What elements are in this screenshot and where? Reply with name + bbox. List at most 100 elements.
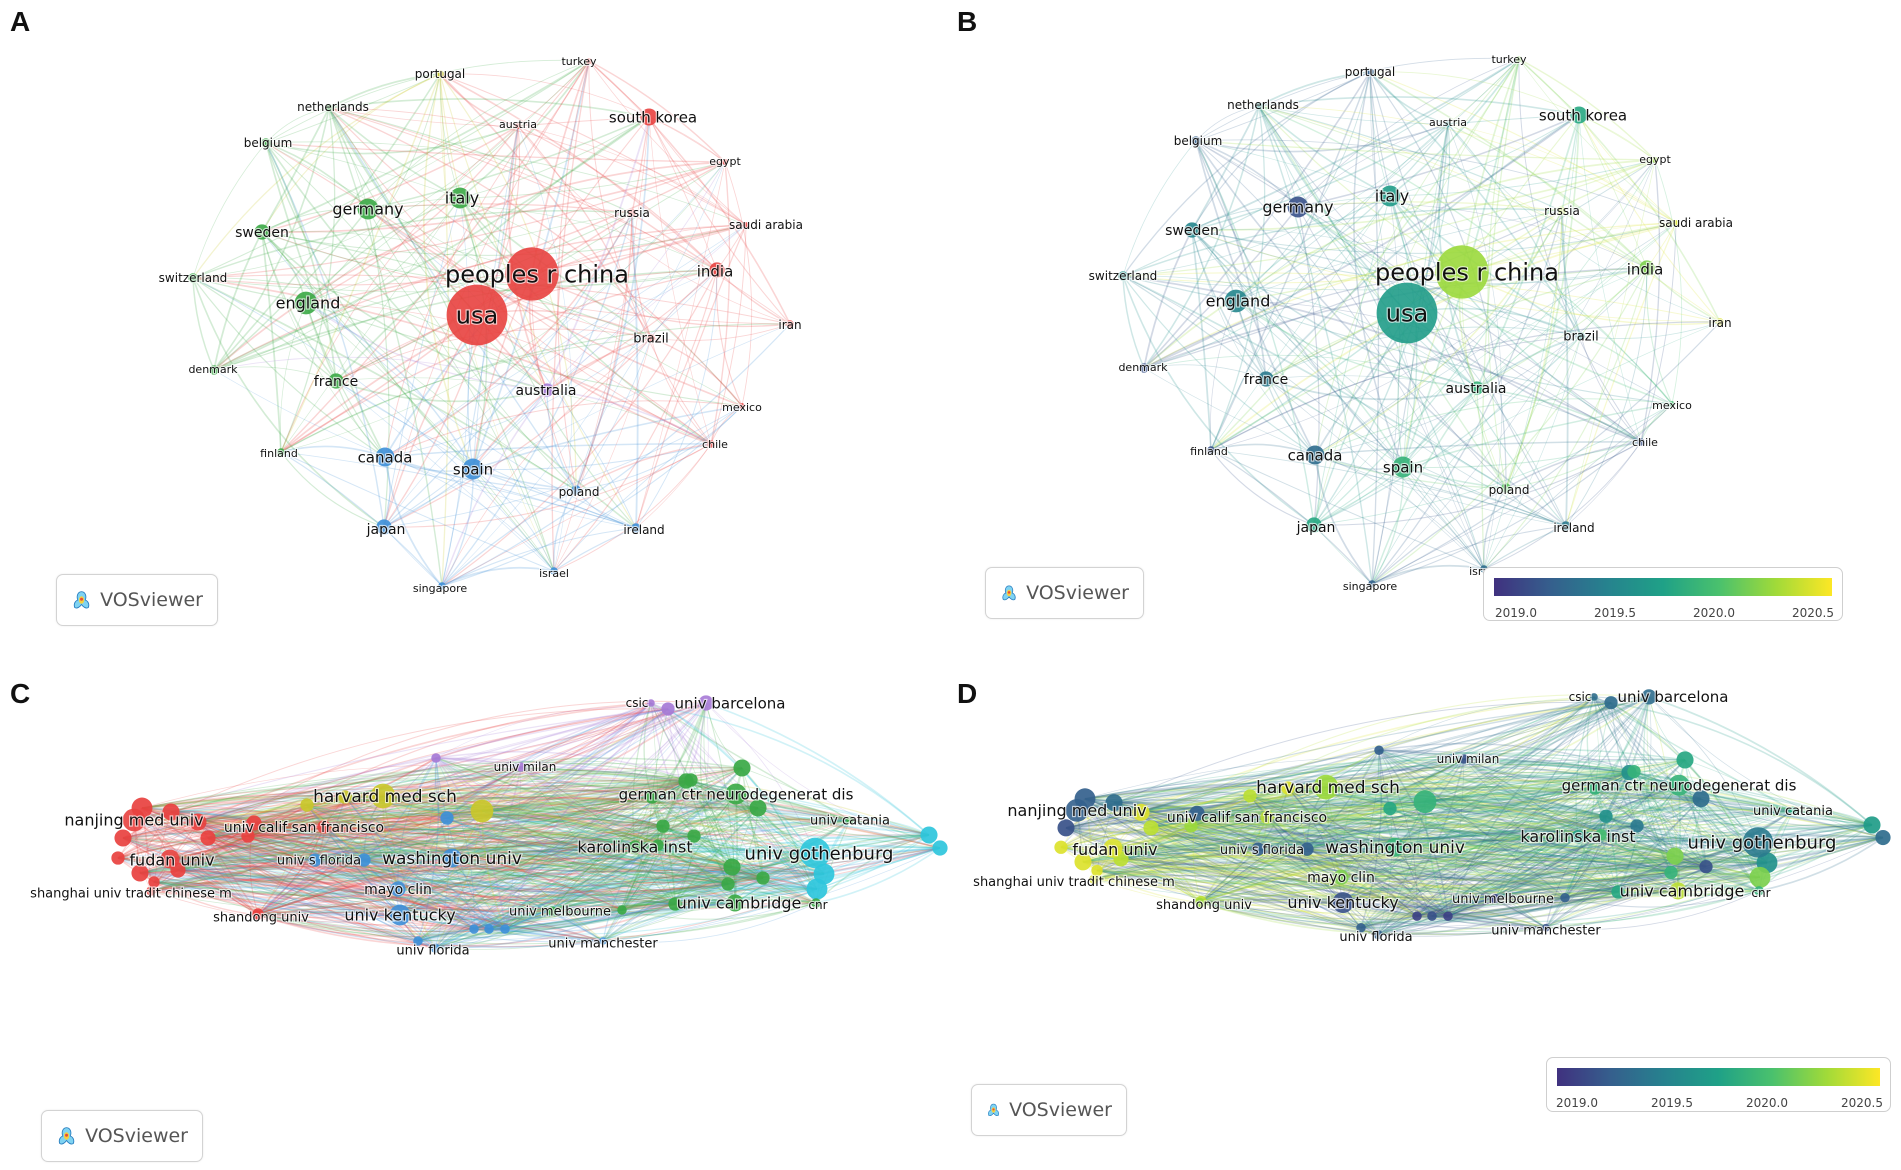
node[interactable] [645, 790, 659, 804]
node-chile[interactable] [1637, 438, 1645, 446]
node-karolinska-inst[interactable] [1571, 829, 1585, 844]
node[interactable] [1184, 819, 1198, 833]
node[interactable] [148, 876, 160, 888]
node-saudi-arabia[interactable] [743, 222, 749, 228]
node-austria[interactable] [1445, 121, 1451, 127]
node[interactable] [431, 753, 441, 763]
node-cnr[interactable] [811, 898, 821, 908]
node-japan[interactable] [1306, 517, 1322, 533]
node-univ-barcelona[interactable] [1641, 689, 1657, 705]
node-usa[interactable] [1376, 282, 1438, 344]
node[interactable] [1054, 840, 1068, 854]
node-harvard-med-sch[interactable] [1313, 774, 1339, 800]
node-univ-catania[interactable] [1789, 806, 1797, 815]
node[interactable] [1143, 820, 1159, 836]
node-univ-kentucky[interactable] [1332, 892, 1354, 913]
node-france[interactable] [328, 373, 344, 389]
node[interactable] [1863, 816, 1881, 834]
node-univ-barcelona[interactable] [698, 695, 714, 711]
node-egypt[interactable] [1652, 157, 1658, 163]
node-germany[interactable] [1287, 196, 1309, 218]
node-netherlands[interactable] [325, 104, 333, 112]
node[interactable] [932, 840, 948, 856]
node-karolinska-inst[interactable] [628, 840, 642, 854]
node[interactable] [1132, 803, 1150, 821]
node-shanghai-univ-tradit-chinese-m[interactable] [146, 886, 156, 896]
node-univ-s-florida[interactable] [308, 853, 322, 867]
node[interactable] [806, 878, 828, 900]
node[interactable] [1300, 842, 1314, 856]
node[interactable] [1664, 865, 1678, 880]
node-belgium[interactable] [1191, 136, 1201, 146]
node[interactable] [687, 829, 701, 843]
node[interactable] [1413, 790, 1437, 814]
node-iran[interactable] [1716, 318, 1724, 326]
node-univ-catania[interactable] [846, 816, 854, 824]
node-egypt[interactable] [722, 159, 728, 165]
node-canada[interactable] [1305, 445, 1325, 465]
node-england[interactable] [294, 291, 318, 315]
node-univ-s-florida[interactable] [1251, 842, 1265, 856]
node-univ-melbourne[interactable] [547, 906, 557, 916]
node-univ-gothenburg[interactable] [799, 837, 831, 869]
node[interactable] [721, 877, 735, 891]
node-turkey[interactable] [586, 58, 592, 64]
node-csic[interactable] [1590, 693, 1598, 701]
node[interactable] [1699, 860, 1713, 874]
node[interactable] [1666, 847, 1684, 865]
node-shandong-univ[interactable] [252, 910, 262, 920]
node-german-ctr-neurodegenerat-dis[interactable] [725, 783, 747, 805]
node-finland[interactable] [1207, 446, 1215, 454]
node-portugal[interactable] [436, 70, 444, 78]
node[interactable] [440, 811, 454, 825]
node-peoples-r-china[interactable] [1435, 245, 1489, 299]
node-univ-manchester[interactable] [599, 937, 607, 945]
node[interactable] [1630, 819, 1644, 833]
node-brazil[interactable] [647, 334, 655, 342]
node-singapore[interactable] [1368, 580, 1376, 588]
node-australia[interactable] [1470, 381, 1484, 395]
node-india[interactable] [709, 262, 725, 278]
node-cnr[interactable] [1754, 886, 1764, 896]
node-france[interactable] [1258, 371, 1274, 387]
node-mexico[interactable] [739, 403, 745, 409]
node-india[interactable] [1639, 260, 1655, 276]
node[interactable] [1057, 819, 1075, 837]
node-japan[interactable] [376, 519, 392, 535]
node[interactable] [1091, 864, 1103, 877]
node-univ-gothenburg[interactable] [1742, 827, 1774, 858]
node-ireland[interactable] [1561, 521, 1571, 531]
node[interactable] [338, 790, 352, 804]
node-turkey[interactable] [1516, 56, 1522, 62]
node[interactable] [1604, 696, 1618, 710]
node[interactable] [470, 799, 494, 823]
node-iran[interactable] [786, 320, 794, 328]
node[interactable] [500, 924, 510, 934]
node-ireland[interactable] [631, 523, 641, 533]
node-univ-cambridge[interactable] [726, 894, 744, 912]
node[interactable] [1627, 764, 1641, 779]
node[interactable] [162, 803, 180, 821]
node-australia[interactable] [540, 383, 554, 397]
node-fudan-univ[interactable] [160, 849, 180, 869]
node-israel[interactable] [550, 567, 558, 575]
node-denmark[interactable] [1139, 363, 1149, 373]
node-russia[interactable] [1558, 207, 1566, 215]
node[interactable] [1749, 866, 1771, 888]
node[interactable] [1281, 781, 1295, 795]
node[interactable] [131, 864, 149, 882]
node[interactable] [1588, 781, 1602, 795]
node[interactable] [749, 799, 767, 817]
node-univ-florida[interactable] [430, 943, 440, 953]
node[interactable] [1243, 789, 1257, 803]
node-univ-kentucky[interactable] [389, 904, 411, 926]
node-austria[interactable] [515, 123, 521, 129]
node-saudi-arabia[interactable] [1673, 220, 1679, 226]
node[interactable] [1374, 745, 1384, 756]
node[interactable] [1611, 885, 1625, 899]
node-mexico[interactable] [1669, 401, 1675, 407]
node[interactable] [114, 829, 132, 847]
node-washington-univ[interactable] [1385, 837, 1405, 857]
node-poland[interactable] [1501, 483, 1511, 493]
node-univ-manchester[interactable] [1542, 923, 1550, 932]
